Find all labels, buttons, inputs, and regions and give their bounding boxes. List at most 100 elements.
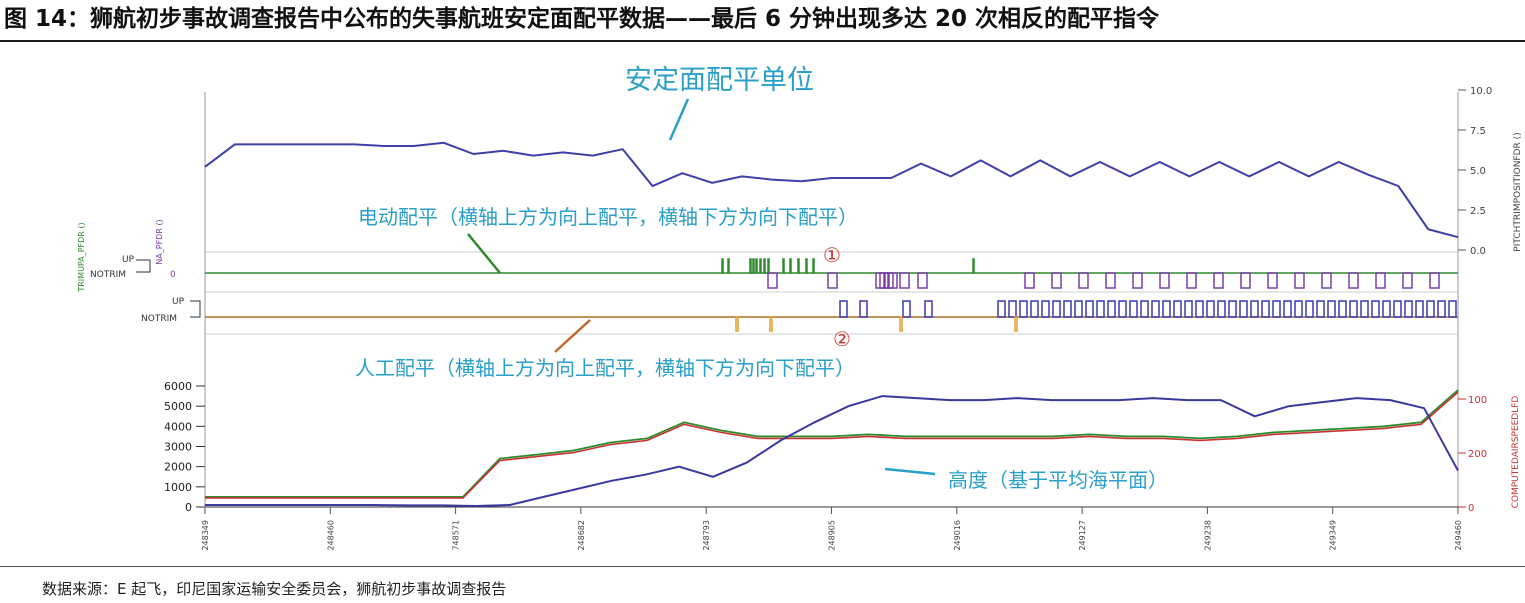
airspeed-tick-label: 0 — [1468, 503, 1474, 514]
electric-level-up: UP — [122, 255, 135, 265]
altitude-y-ticks: 6000 5000 4000 3000 2000 1000 0 — [164, 380, 205, 514]
trim-pulse — [1321, 272, 1332, 289]
trim-pulse — [1267, 272, 1278, 289]
altitude-series — [205, 395, 1459, 508]
x-tick-label: 248905 — [828, 520, 837, 551]
trim-pulse — [1024, 272, 1035, 289]
trim-pulse — [917, 272, 928, 289]
x-tick-label: 249127 — [1078, 520, 1087, 551]
electric-trim-axis-label: TRIMUPA_PFDR () — [77, 222, 86, 292]
airspeed-series-red — [205, 391, 1459, 499]
manual-trim-up-pulses — [839, 300, 1457, 318]
trim-pulse — [1213, 272, 1224, 289]
electric-trim-annotation: 电动配平（横轴上方为向上配平，横轴下方为向下配平） — [358, 205, 858, 229]
trim-pulse — [1371, 300, 1380, 318]
trim-pulse — [805, 258, 808, 274]
title-divider — [0, 40, 1525, 42]
airspeed-axis-label: COMPUTEDAIRSPEEDLFD — [1511, 396, 1521, 509]
manual-trim-down-pulses — [735, 316, 1018, 332]
stabilizer-tick-label: 0.0 — [1470, 246, 1486, 257]
stabilizer-tick-label: 7.5 — [1470, 126, 1486, 137]
trim-pulse — [1173, 300, 1182, 318]
trim-pulse — [1228, 300, 1237, 318]
trim-pulse — [735, 316, 739, 332]
altitude-annotation: 高度（基于平均海平面） — [948, 468, 1168, 492]
trim-pulse — [1305, 300, 1314, 318]
manual-trim-annotation: 人工配平（横轴上方为向上配平，横轴下方为向下配平） — [355, 356, 855, 380]
stabilizer-tick-label: 5.0 — [1470, 166, 1486, 177]
trim-pulse — [1186, 272, 1197, 289]
trim-pulse — [1217, 300, 1226, 318]
trim-pulse — [997, 300, 1006, 318]
trim-pulse — [1294, 272, 1305, 289]
trim-pulse — [1239, 300, 1248, 318]
x-tick-label: 249016 — [953, 520, 962, 551]
x-tick-label: 248460 — [326, 520, 335, 551]
trim-pulse — [859, 300, 868, 318]
trim-pulse — [1382, 300, 1391, 318]
trim-pulse — [1019, 300, 1028, 318]
trim-pulse — [1030, 300, 1039, 318]
manual-level-bracket — [190, 300, 201, 318]
manual-trim-marker: ② — [833, 327, 851, 351]
trim-pulse — [769, 316, 773, 332]
stabilizer-trim-series — [204, 141, 1459, 239]
manual-level-up: UP — [172, 297, 185, 307]
trim-pulse — [902, 300, 911, 318]
airspeed-tick-label: 100 — [1468, 395, 1487, 406]
trim-pulse — [1074, 300, 1083, 318]
stabilizer-annotation-pointer — [668, 98, 690, 141]
trim-pulse — [1151, 300, 1160, 318]
trim-pulse — [1195, 300, 1204, 318]
x-tick-label: 249460 — [1454, 520, 1463, 551]
trim-pulse — [1206, 300, 1215, 318]
airspeed-series-green — [205, 389, 1459, 498]
trim-pulse — [763, 258, 766, 274]
trim-pulse — [887, 272, 898, 289]
trim-pulse — [972, 258, 975, 274]
trim-pulse — [749, 258, 752, 274]
trim-pulse — [1085, 300, 1094, 318]
altitude-tick-label: 1000 — [164, 481, 192, 494]
trim-pulse — [1129, 300, 1138, 318]
trim-pulse — [1132, 272, 1143, 289]
altitude-tick-label: 5000 — [164, 400, 192, 413]
altitude-tick-label: 4000 — [164, 420, 192, 433]
electric-trim-annotation-pointer — [467, 233, 501, 274]
trim-pulse — [1105, 272, 1116, 289]
trim-pulse — [1375, 272, 1386, 289]
trim-pulse — [1052, 300, 1061, 318]
trim-pulse — [797, 258, 800, 274]
trim-pulse — [1159, 272, 1170, 289]
trim-pulse — [1349, 300, 1358, 318]
x-tick-label: 248793 — [702, 520, 711, 551]
stabilizer-axis-label: PITCHTRIMPOSITIONFDR () — [1513, 132, 1523, 251]
trim-pulse — [1162, 300, 1171, 318]
manual-level-notrim: NOTRIM — [141, 314, 177, 324]
trim-pulse — [1261, 300, 1270, 318]
stabilizer-annotation: 安定面配平单位 — [625, 65, 814, 96]
stabilizer-panel: 10.0 7.5 5.0 2.5 0.0 PITCHTRIMPOSITIONFDR ()… — [204, 65, 1523, 257]
trim-pulse — [839, 300, 848, 318]
x-tick-label: 249238 — [1203, 520, 1212, 551]
x-tick-label: 249349 — [1329, 520, 1338, 551]
trim-pulse — [1078, 272, 1089, 289]
trim-pulse — [1014, 316, 1018, 332]
trim-pulse — [1402, 272, 1413, 289]
manual-trim-annotation-pointer — [554, 319, 591, 353]
source-note: 数据来源：E 起飞，印尼国家运输安全委员会，狮航初步事故调查报告 — [42, 580, 507, 598]
trim-pulse — [1051, 272, 1062, 289]
stabilizer-tick-label: 2.5 — [1470, 206, 1486, 217]
electric-trim-axis-label-2: NA_PFDR () — [155, 219, 164, 264]
trim-pulse — [721, 258, 724, 274]
trim-pulse — [1327, 300, 1336, 318]
altitude-tick-label: 6000 — [164, 380, 192, 393]
manual-trim-panel: UP NOTRIM 人工配平（横轴上方为向上配平，横轴下方为向下配平） ② — [141, 297, 1458, 380]
electric-trim-down-pulses — [767, 272, 1440, 289]
trim-pulse — [1140, 300, 1149, 318]
trim-pulse — [1404, 300, 1413, 318]
trim-pulse — [789, 258, 792, 274]
trim-data-chart: 10.0 7.5 5.0 2.5 0.0 PITCHTRIMPOSITIONFDR ()… — [77, 65, 1523, 551]
trim-pulse — [1107, 300, 1116, 318]
x-axis-ticks: 248349 248460 748571 248682 248793 248905 2490… — [201, 507, 1463, 551]
